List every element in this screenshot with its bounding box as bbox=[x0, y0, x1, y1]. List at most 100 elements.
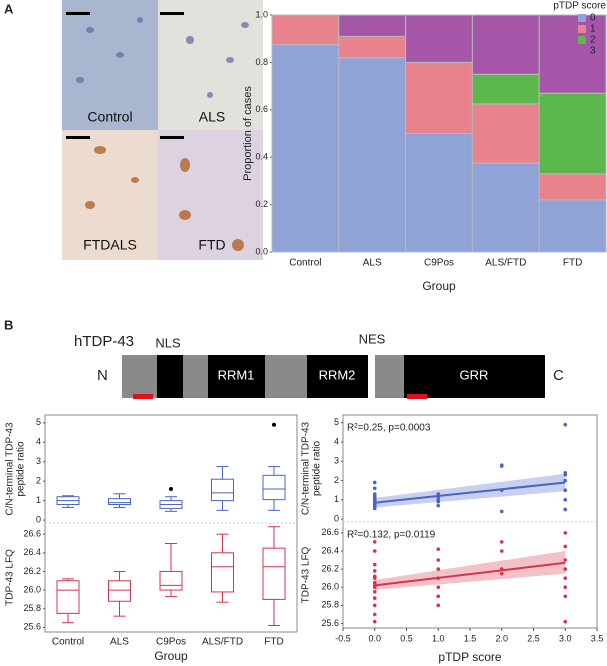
domain-label: RRM1 bbox=[218, 367, 255, 382]
x-tick-label: ALS bbox=[110, 637, 129, 648]
bar-segment bbox=[538, 14, 607, 94]
bar-segment bbox=[338, 35, 407, 59]
terminus: N bbox=[97, 367, 108, 384]
y-axis-label: C/N-terminal TDP-43 bbox=[5, 422, 16, 516]
y-tick-label: 0.0 bbox=[255, 246, 268, 256]
image bbox=[158, 0, 263, 130]
y-axis-label: peptide ratio bbox=[312, 441, 323, 496]
domain-label: NLS bbox=[155, 335, 181, 350]
point bbox=[563, 567, 568, 571]
point bbox=[372, 619, 377, 624]
point bbox=[563, 498, 568, 502]
point bbox=[563, 488, 568, 492]
y-tick-label: 26.6 bbox=[321, 527, 339, 537]
domain-label: GRR bbox=[460, 367, 489, 382]
y-tick-label: 0.8 bbox=[255, 57, 268, 67]
domain-label: RRM2 bbox=[319, 367, 356, 382]
x-axis-label: Group bbox=[154, 649, 188, 663]
point bbox=[499, 571, 504, 576]
legend-label: 2 bbox=[590, 35, 596, 46]
point bbox=[372, 480, 377, 485]
y-tick-label: 26.4 bbox=[321, 545, 339, 555]
y-tick-label: 0.2 bbox=[255, 199, 268, 209]
point bbox=[372, 492, 377, 496]
legend-title: pTDP score bbox=[553, 1, 606, 12]
legend-swatch bbox=[578, 47, 586, 55]
x-tick-label: 0.0 bbox=[368, 633, 381, 643]
y-tick-label: 1 bbox=[334, 494, 339, 504]
point bbox=[372, 562, 377, 567]
y-tick-label: 2 bbox=[36, 476, 41, 486]
bar-segment bbox=[405, 14, 473, 63]
y-tick-label: 25.8 bbox=[23, 603, 41, 613]
point bbox=[372, 596, 377, 600]
y-tick-label: 25.6 bbox=[321, 618, 339, 628]
x-axis-label: Group bbox=[422, 279, 456, 293]
y-tick-label: 26.2 bbox=[321, 563, 339, 573]
legend-label: 1 bbox=[590, 24, 596, 35]
confidence-band bbox=[374, 550, 566, 590]
point bbox=[499, 463, 504, 467]
y-tick-label: 26.4 bbox=[23, 547, 41, 557]
legend-swatch bbox=[578, 25, 586, 33]
peptide bbox=[407, 394, 427, 399]
bar-segment bbox=[405, 133, 473, 253]
bar-segment bbox=[471, 162, 540, 253]
x-tick-label: 2.5 bbox=[527, 633, 540, 643]
image-label: FTDALS bbox=[83, 237, 137, 253]
protein-diagram: hTDP-43 N C NLS RRM1 RRM2 NES GRR bbox=[74, 331, 564, 399]
y-tick-label: 4 bbox=[334, 436, 339, 446]
point bbox=[372, 569, 377, 573]
legend-swatch bbox=[578, 14, 586, 22]
bar-segment bbox=[338, 57, 407, 253]
domain bbox=[368, 355, 375, 398]
image-label: ALS bbox=[199, 109, 225, 125]
y-axis-label: TDP-43 LFQ bbox=[5, 549, 16, 606]
y-tick-label: 25.8 bbox=[321, 600, 339, 610]
point bbox=[563, 531, 568, 535]
legend-label: 0 bbox=[590, 13, 596, 24]
y-tick-label: 0.4 bbox=[255, 152, 268, 162]
y-tick-label: 26.6 bbox=[23, 529, 41, 539]
domain-label: NES bbox=[359, 331, 386, 346]
peptide bbox=[133, 394, 153, 399]
bar-segment bbox=[471, 14, 540, 75]
y-tick-label: 0 bbox=[36, 514, 41, 524]
point bbox=[563, 558, 568, 562]
x-tick-label: C9Pos bbox=[156, 637, 186, 648]
bar-segment bbox=[471, 73, 540, 105]
y-tick-label: 3 bbox=[36, 456, 41, 466]
bar-segment bbox=[538, 92, 607, 175]
legend-swatch bbox=[578, 36, 586, 44]
panel-label: B bbox=[4, 317, 13, 332]
x-tick-label: ALS/FTD bbox=[202, 637, 243, 648]
domain bbox=[157, 355, 183, 398]
bar-segment bbox=[405, 61, 473, 134]
y-tick-label: 3 bbox=[334, 456, 339, 466]
point bbox=[563, 471, 568, 475]
y-axis-label: Proportion of cases bbox=[242, 86, 254, 181]
bar-segment bbox=[471, 103, 540, 164]
bar-segment bbox=[338, 14, 407, 37]
domain bbox=[307, 355, 368, 398]
point bbox=[372, 589, 377, 594]
x-tick-label: FTD bbox=[563, 258, 582, 269]
plot-frame bbox=[342, 414, 598, 629]
panel-label: A bbox=[4, 1, 14, 16]
outlier bbox=[272, 422, 276, 427]
point bbox=[436, 603, 441, 608]
box bbox=[262, 474, 286, 501]
point bbox=[372, 580, 377, 585]
y-axis-label: peptide ratio bbox=[16, 441, 27, 496]
point bbox=[563, 544, 568, 549]
y-tick-label: 2 bbox=[334, 475, 339, 485]
terminus: C bbox=[553, 367, 564, 384]
point bbox=[499, 540, 504, 544]
box bbox=[262, 547, 286, 600]
outlier bbox=[169, 486, 173, 491]
annotation: R²=0.25, p=0.0003 bbox=[347, 423, 431, 434]
x-tick-label: -0.5 bbox=[335, 633, 351, 643]
point bbox=[436, 594, 441, 599]
x-tick-label: Control bbox=[289, 258, 321, 269]
